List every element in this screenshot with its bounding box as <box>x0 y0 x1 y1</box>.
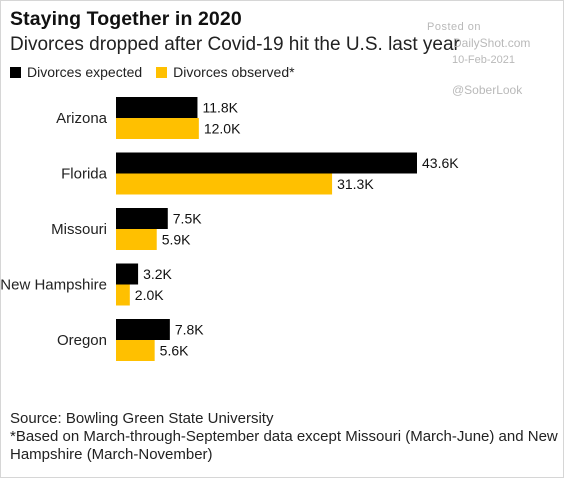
data-label-expected: 43.6K <box>422 155 459 171</box>
watermark-posted: Posted on <box>427 21 482 33</box>
data-label-observed: 12.0K <box>204 121 241 137</box>
data-label-expected: 3.2K <box>143 266 172 282</box>
data-label-expected: 7.8K <box>175 322 204 338</box>
bar-observed <box>116 340 155 361</box>
legend-item-observed: Divorces observed* <box>156 64 295 80</box>
data-label-observed: 2.0K <box>135 287 164 303</box>
bar-expected <box>116 319 170 340</box>
category-label: Florida <box>61 166 108 183</box>
legend-swatch-observed <box>156 66 168 78</box>
bar-expected <box>116 263 139 285</box>
legend-item-expected: Divorces expected <box>10 64 142 80</box>
legend: Divorces expected Divorces observed* <box>10 64 309 80</box>
data-label-expected: 11.8K <box>202 100 238 116</box>
data-label-observed: 31.3K <box>337 176 374 192</box>
watermark-handle: @SoberLook <box>452 83 523 97</box>
data-label-observed: 5.6K <box>160 343 189 359</box>
category-label: Oregon <box>57 332 107 349</box>
category-label: Missouri <box>51 221 107 238</box>
watermark-date: 10-Feb-2021 <box>452 54 515 66</box>
legend-swatch-expected <box>10 66 21 78</box>
bar-observed <box>116 173 333 195</box>
source-note: Source: Bowling Green State University <box>10 410 274 427</box>
data-label-observed: 5.9K <box>162 232 191 248</box>
bar-expected <box>116 152 417 174</box>
chart-title: Staying Together in 2020 <box>10 8 242 30</box>
footnote: *Based on March-through-September data e… <box>10 428 558 463</box>
bar-expected <box>116 208 168 229</box>
footer: Source: Bowling Green State University *… <box>10 410 558 464</box>
bar-observed <box>116 284 130 306</box>
bar-expected <box>116 97 198 118</box>
watermark-site: DailyShot.com <box>453 36 531 50</box>
chart-subtitle: Divorces dropped after Covid-19 hit the … <box>10 34 460 55</box>
category-label: Arizona <box>56 110 108 127</box>
category-label: New Hampshire <box>0 277 107 294</box>
bar-observed <box>116 118 199 139</box>
legend-label-expected: Divorces expected <box>27 64 143 80</box>
legend-label-observed: Divorces observed* <box>173 64 295 80</box>
bar-observed <box>116 229 157 250</box>
data-label-expected: 7.5K <box>173 211 202 227</box>
